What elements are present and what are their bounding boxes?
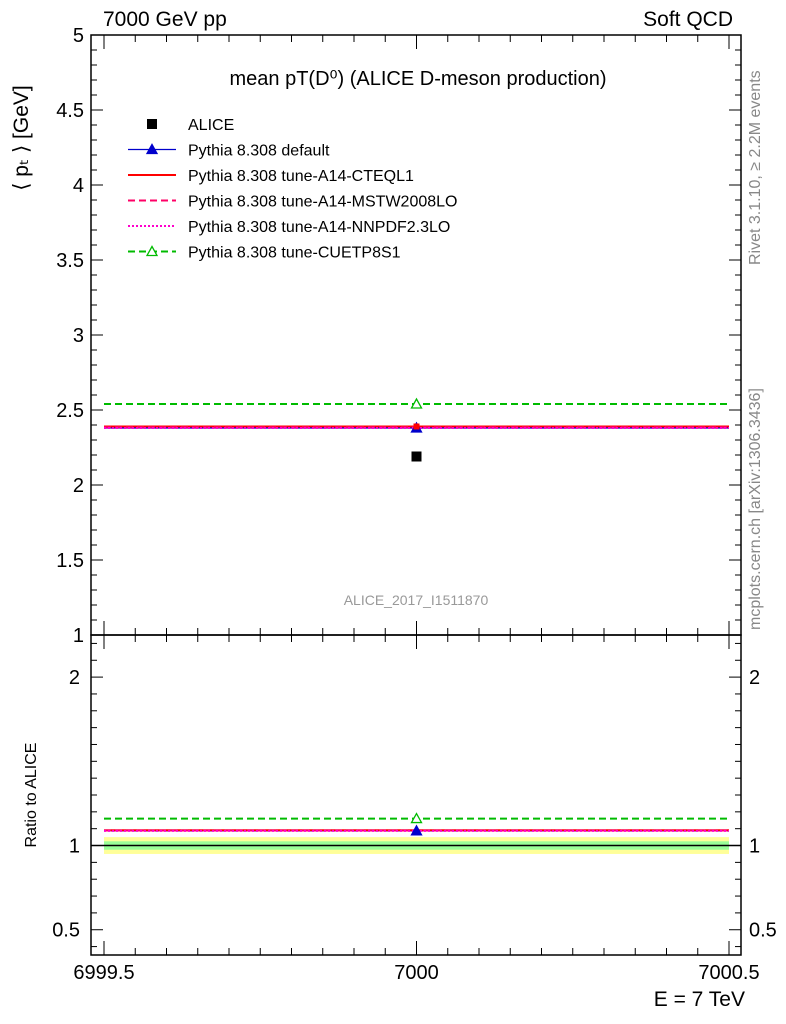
y-tick-label-4: 3 [73, 325, 84, 347]
ratio-tick-label-right-2: 2 [749, 667, 760, 689]
y-tick-label-5: 3.5 [56, 250, 84, 272]
chart-title: mean pT(D⁰) (ALICE D-meson production) [229, 68, 606, 90]
legend-label-3: Pythia 8.308 tune-A14-NNPDF2.3LO [188, 219, 450, 236]
ratio-tick-label-right-0: 0.5 [749, 920, 777, 942]
ratio-axis-label: Ratio to ALICE [23, 743, 40, 848]
series-marker-1 [413, 423, 420, 430]
y-tick-label-1: 1.5 [56, 550, 84, 572]
y-tick-label-2: 2 [73, 475, 84, 497]
ratio-marker-4 [410, 812, 423, 824]
y-tick-label-6: 4 [73, 175, 84, 197]
ratio-panel-frame [90, 634, 742, 956]
legend-label-0: Pythia 8.308 default [188, 143, 330, 160]
series-marker-4 [410, 397, 423, 409]
ratio-tick-label-left-0: 0.5 [52, 920, 80, 942]
legend-label-2: Pythia 8.308 tune-A14-MSTW2008LO [188, 194, 457, 211]
beam-energy-label: 7000 GeV pp [103, 8, 227, 31]
legend-marker-4 [145, 245, 159, 257]
legend-label-1: Pythia 8.308 tune-A14-CTEQL1 [188, 168, 414, 185]
y-axis-label: ⟨ pₜ ⟩ [GeV] [10, 85, 33, 190]
x-axis-label: E = 7 TeV [654, 988, 745, 1011]
legend-marker-alice [147, 119, 157, 129]
y-tick-label-3: 2.5 [56, 400, 84, 422]
legend-marker-0 [145, 143, 159, 155]
x-tick-label-1: 7000 [394, 962, 439, 984]
x-tick-label-2: 7000.5 [698, 962, 759, 984]
ratio-marker-0 [410, 824, 423, 836]
analysis-tag: ALICE_2017_I1511870 [344, 592, 489, 608]
ratio-tick-label-left-2: 2 [69, 667, 80, 689]
process-label: Soft QCD [643, 8, 733, 31]
x-tick-label-0: 6999.5 [73, 962, 134, 984]
y-tick-label-0: 1 [73, 625, 84, 647]
legend-label-4: Pythia 8.308 tune-CUETP8S1 [188, 245, 401, 262]
data-point-alice [411, 451, 422, 462]
ratio-tick-label-right-1: 1 [749, 836, 760, 858]
y-tick-label-8: 5 [73, 25, 84, 47]
ratio-tick-label-left-1: 1 [69, 836, 80, 858]
legend-label-alice: ALICE [188, 117, 234, 134]
y-tick-label-7: 4.5 [56, 100, 84, 122]
